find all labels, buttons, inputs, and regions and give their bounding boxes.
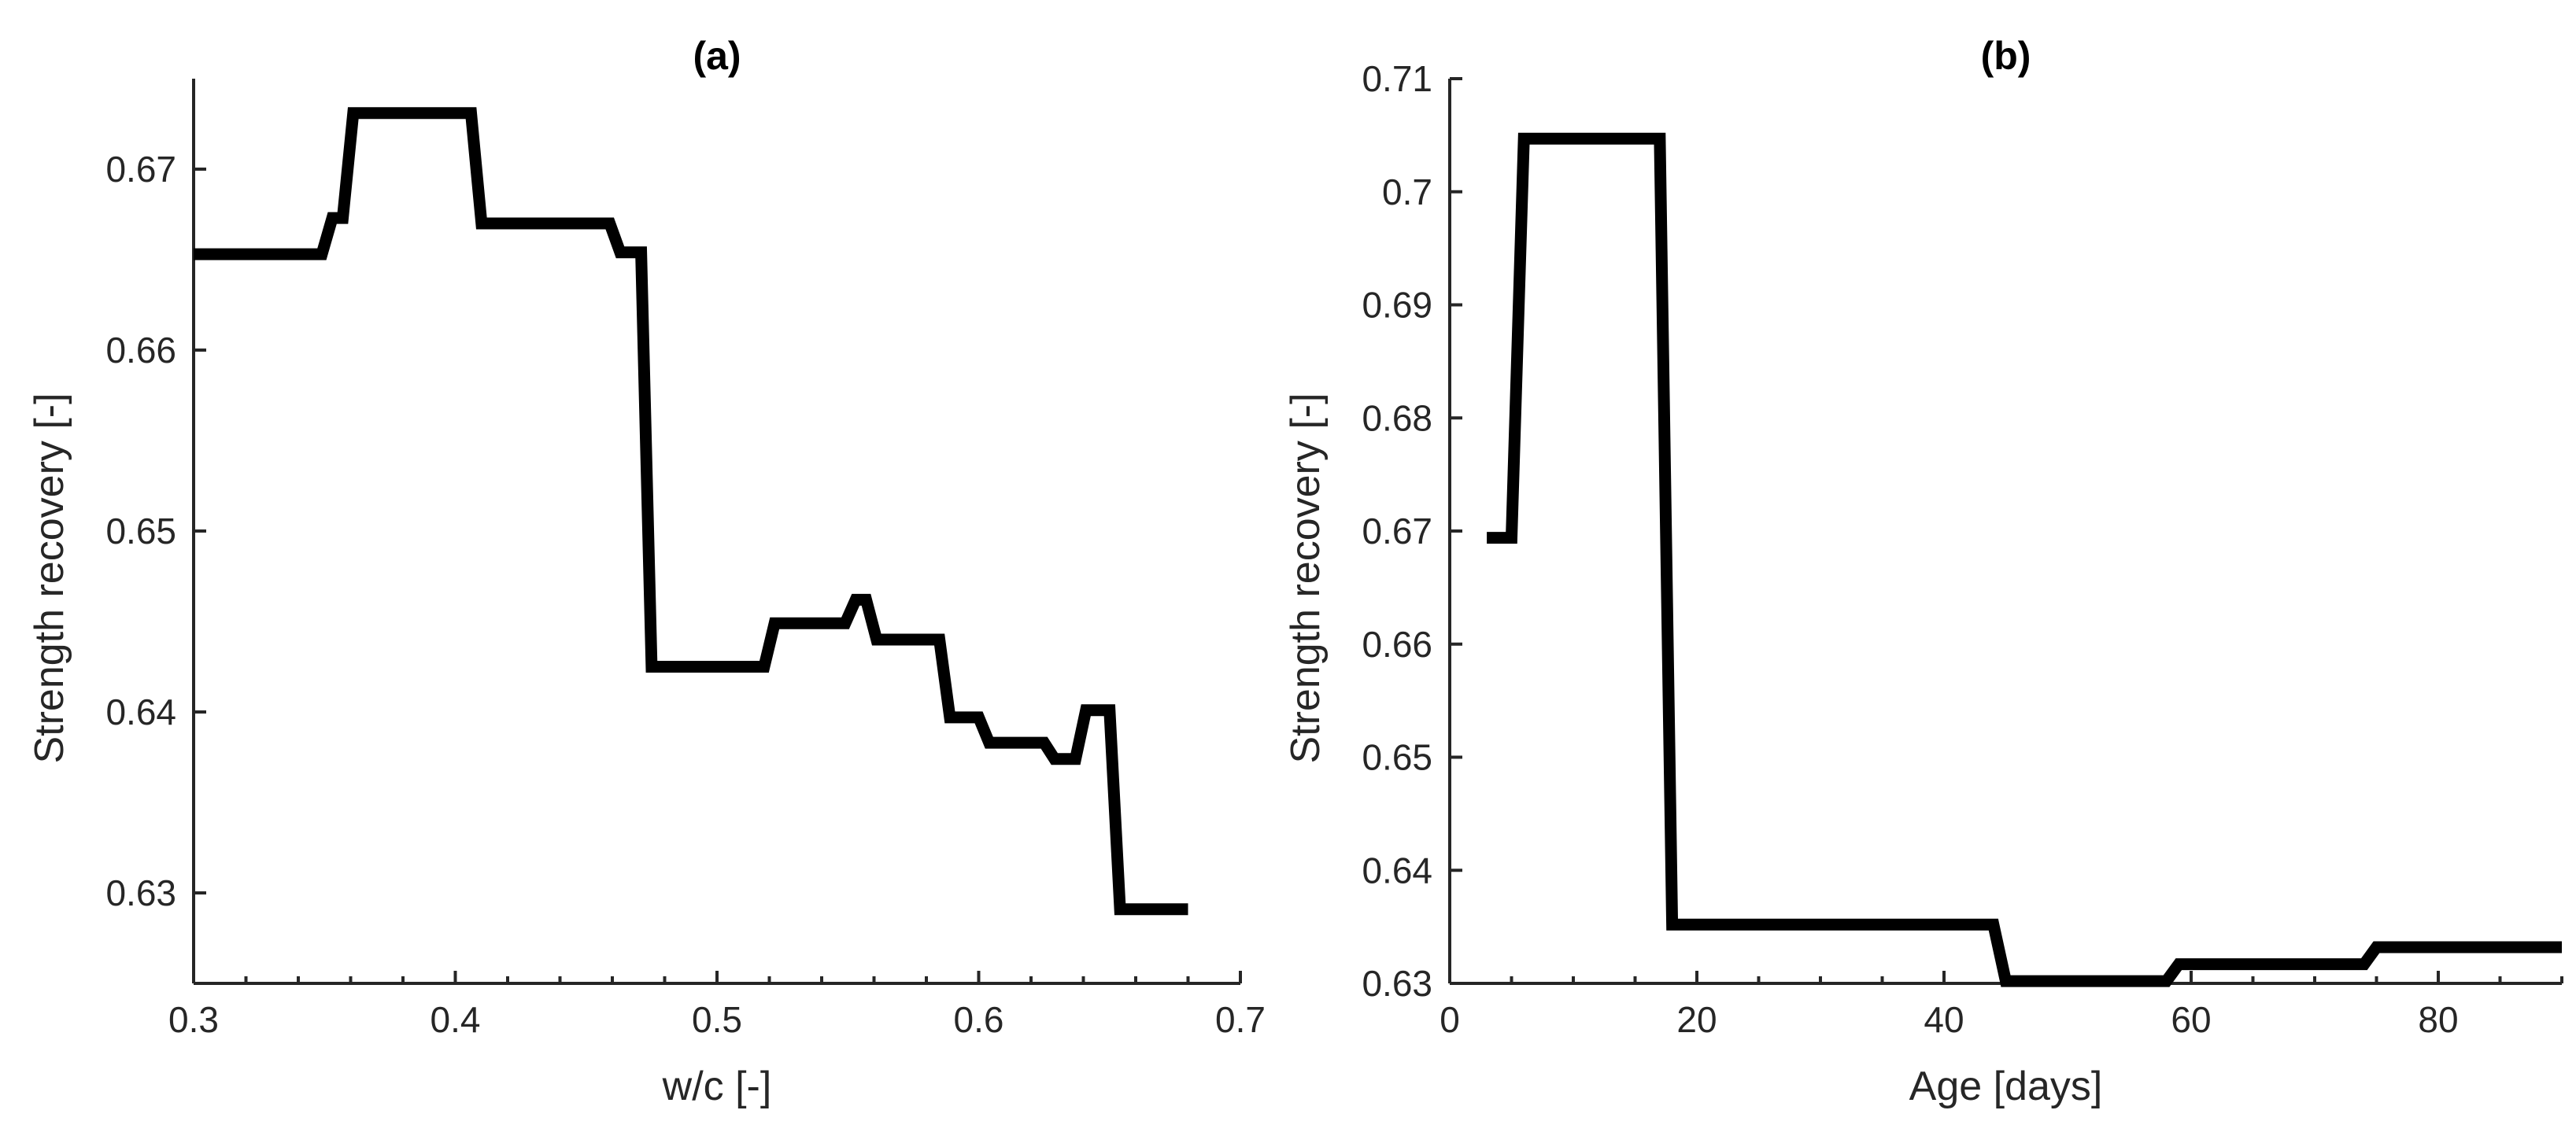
- y-axis-label: Strength recovery [-]: [27, 393, 72, 763]
- y-tick-label: 0.64: [105, 692, 176, 732]
- y-tick-label: 0.68: [1362, 397, 1432, 438]
- series-line: [1487, 132, 2562, 987]
- y-tick-label: 0.71: [1362, 58, 1432, 99]
- chart-panel-a: 0.3 0.4 0.5 0.6 0.7 0.63 0.64 0.65 0.66 0.67 (a) w/…: [27, 34, 1266, 1109]
- x-tick-label: 0: [1440, 999, 1460, 1040]
- series-line: [194, 107, 1188, 916]
- chart-title: (a): [693, 34, 741, 78]
- y-tick-label: 0.66: [105, 330, 176, 371]
- x-axis-label: w/c [-]: [662, 1064, 772, 1109]
- y-tick-label: 0.65: [1362, 737, 1432, 778]
- x-tick-label: 0.4: [431, 999, 481, 1040]
- y-tick-label: 0.7: [1382, 172, 1432, 212]
- chart-panel-b: 0 20 40 60 80 0.63 0.64 0.65 0.66 0.67 0.68 0.69 0.7…: [1283, 34, 2563, 1109]
- x-tick-label: 0.7: [1215, 999, 1266, 1040]
- y-tick-label: 0.64: [1362, 850, 1432, 891]
- y-tick-label: 0.65: [105, 511, 176, 551]
- chart-title: (b): [1981, 34, 2031, 78]
- y-tick-label: 0.67: [1362, 511, 1432, 551]
- x-tick-label: 20: [1676, 999, 1717, 1040]
- y-tick-label: 0.63: [105, 872, 176, 913]
- x-tick-label: 60: [2171, 999, 2211, 1040]
- x-axis-label: Age [days]: [1909, 1064, 2103, 1109]
- x-tick-label: 0.6: [954, 999, 1004, 1040]
- x-tick-label: 0.5: [692, 999, 742, 1040]
- y-axis-label: Strength recovery [-]: [1283, 393, 1329, 763]
- x-tick-label: 0.3: [168, 999, 219, 1040]
- x-tick-label: 80: [2418, 999, 2458, 1040]
- y-tick-label: 0.67: [105, 149, 176, 190]
- y-tick-label: 0.69: [1362, 285, 1432, 326]
- x-tick-label: 40: [1924, 999, 1964, 1040]
- y-tick-label: 0.66: [1362, 624, 1432, 665]
- y-tick-label: 0.63: [1362, 963, 1432, 1004]
